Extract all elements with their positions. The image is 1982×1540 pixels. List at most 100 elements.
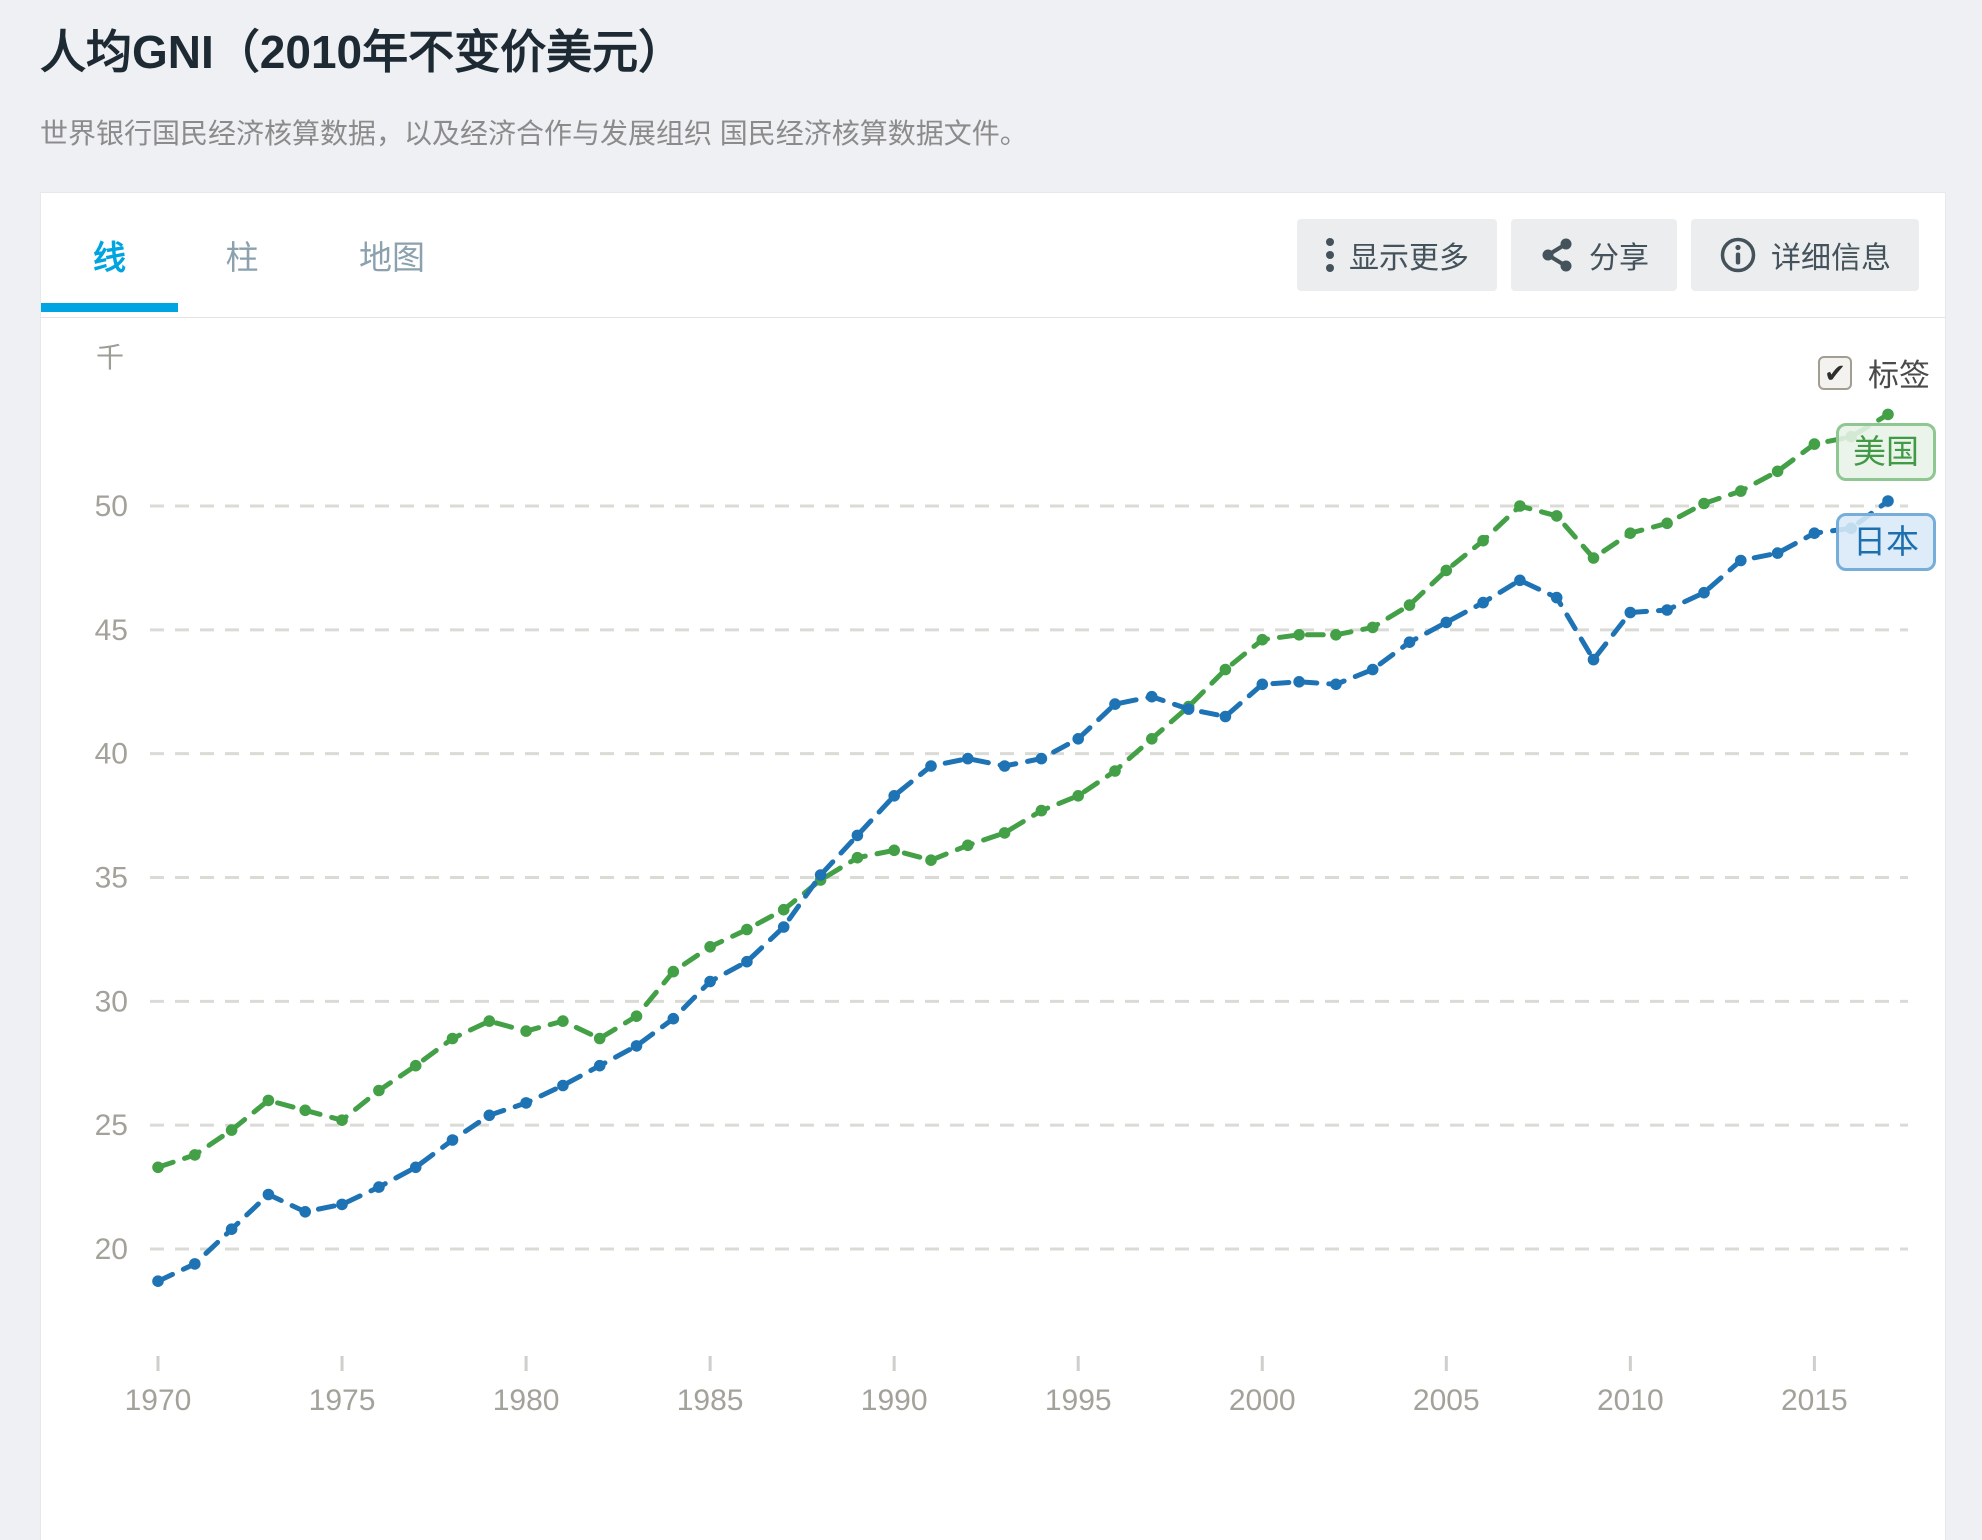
share-button[interactable]: 分享 <box>1511 219 1677 291</box>
data-point-japan-1994[interactable] <box>1035 752 1048 765</box>
show-more-button[interactable]: 显示更多 <box>1297 219 1497 291</box>
data-point-japan-2002[interactable] <box>1330 678 1342 691</box>
data-point-usa-1989[interactable] <box>851 851 864 864</box>
data-point-usa-2012[interactable] <box>1698 497 1710 510</box>
data-point-japan-2003[interactable] <box>1366 663 1379 676</box>
labels-toggle[interactable]: ✔ 标签 <box>1818 350 1930 395</box>
data-point-usa-2011[interactable] <box>1661 517 1673 530</box>
data-point-japan-2010[interactable] <box>1624 606 1637 619</box>
data-point-japan-1988[interactable] <box>814 869 827 881</box>
data-point-usa-1993[interactable] <box>998 827 1011 839</box>
data-point-usa-2001[interactable] <box>1293 629 1305 641</box>
data-point-japan-2011[interactable] <box>1661 604 1673 616</box>
data-point-japan-1980[interactable] <box>520 1097 532 1109</box>
labels-checkbox[interactable]: ✔ <box>1818 355 1852 390</box>
data-point-japan-1999[interactable] <box>1219 710 1232 723</box>
data-point-japan-1985[interactable] <box>704 975 716 988</box>
data-point-japan-1990[interactable] <box>888 790 900 802</box>
data-point-usa-1987[interactable] <box>777 903 790 916</box>
data-point-usa-2017[interactable] <box>1882 408 1894 421</box>
data-point-japan-1998[interactable] <box>1182 703 1195 715</box>
data-point-usa-2013[interactable] <box>1735 485 1747 497</box>
data-point-usa-1972[interactable] <box>225 1124 238 1136</box>
data-point-japan-2004[interactable] <box>1403 636 1416 648</box>
data-point-usa-1974[interactable] <box>299 1104 312 1117</box>
data-point-japan-2009[interactable] <box>1587 653 1600 666</box>
data-point-japan-2013[interactable] <box>1735 554 1747 567</box>
data-point-usa-1990[interactable] <box>888 844 900 857</box>
data-point-japan-1973[interactable] <box>262 1188 275 1201</box>
data-point-japan-1989[interactable] <box>851 829 864 842</box>
data-point-japan-1978[interactable] <box>446 1134 459 1146</box>
data-point-usa-2015[interactable] <box>1808 438 1821 450</box>
data-point-japan-1970[interactable] <box>152 1275 164 1287</box>
data-point-japan-1976[interactable] <box>373 1181 385 1193</box>
data-point-usa-1994[interactable] <box>1035 804 1048 817</box>
details-button[interactable]: 详细信息 <box>1691 219 1919 291</box>
data-point-japan-1972[interactable] <box>225 1223 238 1235</box>
data-point-japan-2000[interactable] <box>1256 678 1269 691</box>
data-point-japan-2017[interactable] <box>1882 495 1894 507</box>
series-label-japan[interactable]: 日本 <box>1836 513 1936 571</box>
tab-line[interactable]: 线 <box>93 239 126 276</box>
data-point-japan-1974[interactable] <box>299 1206 312 1218</box>
data-point-japan-1982[interactable] <box>593 1059 606 1072</box>
data-point-japan-2006[interactable] <box>1477 596 1489 609</box>
data-point-usa-2010[interactable] <box>1624 527 1637 539</box>
data-point-japan-1971[interactable] <box>189 1258 201 1270</box>
data-point-usa-1997[interactable] <box>1146 733 1158 745</box>
data-point-japan-1981[interactable] <box>557 1079 569 1092</box>
data-point-usa-2009[interactable] <box>1587 552 1600 564</box>
data-point-japan-2001[interactable] <box>1293 676 1305 688</box>
data-point-usa-1992[interactable] <box>962 839 974 852</box>
data-point-japan-1975[interactable] <box>336 1198 348 1211</box>
tab-bar[interactable]: 柱 <box>225 239 259 276</box>
data-point-japan-2012[interactable] <box>1698 586 1710 599</box>
data-point-japan-1986[interactable] <box>741 955 753 968</box>
data-point-usa-1979[interactable] <box>483 1015 496 1027</box>
data-point-usa-1970[interactable] <box>152 1161 164 1174</box>
data-point-japan-1977[interactable] <box>409 1161 422 1174</box>
data-point-usa-1977[interactable] <box>409 1059 422 1072</box>
data-point-usa-2002[interactable] <box>1330 629 1342 641</box>
data-point-japan-2014[interactable] <box>1771 547 1784 559</box>
data-point-japan-1979[interactable] <box>483 1109 496 1122</box>
data-point-usa-2008[interactable] <box>1550 510 1563 522</box>
data-point-usa-1973[interactable] <box>262 1094 275 1107</box>
data-point-usa-1995[interactable] <box>1072 790 1084 802</box>
data-point-usa-1982[interactable] <box>593 1032 606 1045</box>
data-point-japan-1993[interactable] <box>998 760 1011 772</box>
data-point-japan-2007[interactable] <box>1514 574 1526 587</box>
data-point-usa-1980[interactable] <box>520 1025 532 1037</box>
data-point-japan-1995[interactable] <box>1072 733 1084 745</box>
data-point-usa-2005[interactable] <box>1440 564 1453 577</box>
data-point-japan-1983[interactable] <box>630 1040 643 1052</box>
data-point-japan-1984[interactable] <box>667 1012 680 1025</box>
data-point-japan-2015[interactable] <box>1808 527 1821 539</box>
tab-map[interactable]: 地图 <box>359 239 425 276</box>
data-point-usa-2014[interactable] <box>1771 465 1784 478</box>
data-point-usa-2000[interactable] <box>1256 633 1269 646</box>
data-point-japan-1997[interactable] <box>1146 690 1158 703</box>
data-point-usa-1991[interactable] <box>925 854 937 866</box>
data-point-japan-1996[interactable] <box>1109 698 1121 710</box>
data-point-usa-1971[interactable] <box>189 1149 201 1161</box>
series-label-usa[interactable]: 美国 <box>1836 423 1936 481</box>
data-point-japan-1987[interactable] <box>777 921 790 933</box>
data-point-usa-1978[interactable] <box>446 1032 459 1045</box>
data-point-usa-1999[interactable] <box>1219 663 1232 676</box>
data-point-usa-2007[interactable] <box>1514 500 1526 512</box>
data-point-usa-1983[interactable] <box>630 1010 643 1022</box>
data-point-usa-1985[interactable] <box>704 941 716 953</box>
data-point-japan-2008[interactable] <box>1550 591 1563 604</box>
data-point-usa-1984[interactable] <box>667 965 680 978</box>
data-point-usa-1976[interactable] <box>373 1084 385 1097</box>
data-point-japan-1992[interactable] <box>962 752 974 765</box>
data-point-usa-1986[interactable] <box>741 923 753 936</box>
data-point-japan-1991[interactable] <box>925 760 937 772</box>
data-point-usa-1975[interactable] <box>336 1114 348 1126</box>
data-point-usa-2004[interactable] <box>1403 599 1416 611</box>
data-point-japan-2005[interactable] <box>1440 616 1453 629</box>
data-point-usa-2006[interactable] <box>1477 534 1489 547</box>
data-point-usa-1996[interactable] <box>1109 765 1121 777</box>
